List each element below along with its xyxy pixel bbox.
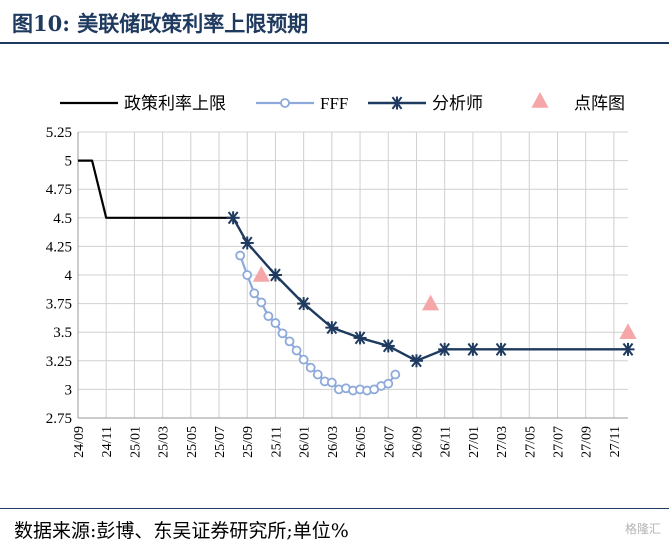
data-point: [353, 331, 367, 345]
data-point: [422, 294, 440, 311]
data-point: [390, 96, 404, 110]
series-layer: [78, 159, 637, 396]
data-point: [249, 288, 260, 299]
legend-label: 政策利率上限: [124, 94, 226, 113]
title-divider: [0, 42, 669, 44]
y-tick-label: 4.75: [46, 182, 72, 198]
data-point: [409, 354, 423, 368]
data-point: [326, 377, 337, 388]
legend-item-dot: 点阵图: [531, 92, 625, 113]
x-tick-label: 24/11: [100, 426, 115, 457]
data-point: [531, 92, 549, 108]
legend-label: 分析师: [432, 94, 483, 113]
data-point: [305, 362, 316, 373]
data-point: [621, 342, 635, 356]
x-tick-label: 27/05: [523, 426, 538, 458]
data-point: [280, 98, 290, 108]
x-tick-label: 26/09: [410, 426, 425, 458]
data-point: [270, 318, 281, 328]
x-tick-label: 25/09: [241, 426, 256, 458]
data-point: [235, 250, 246, 261]
data-point: [383, 378, 394, 389]
y-tick-label: 2.75: [46, 411, 72, 427]
page-title: 图10: 美联储政策利率上限预期: [12, 11, 309, 36]
data-point: [291, 345, 302, 356]
data-point: [277, 328, 288, 339]
y-tick-label: 5.25: [46, 125, 72, 141]
y-tick-label: 3.5: [53, 325, 72, 341]
data-point: [312, 369, 323, 380]
data-point: [325, 321, 339, 335]
data-point: [381, 339, 395, 353]
data-point: [438, 342, 452, 356]
y-tick-label: 4.5: [53, 211, 72, 227]
legend-item-analyst: 分析师: [368, 94, 483, 113]
data-point: [298, 354, 309, 365]
source-note: 数据来源:彭博、东吴证券研究所;单位%: [14, 520, 349, 542]
data-point: [284, 336, 295, 347]
footer-divider: [0, 508, 669, 509]
data-point: [256, 297, 267, 308]
legend-label: 点阵图: [574, 94, 625, 113]
series-analyst: [226, 211, 635, 368]
x-tick-label: 25/01: [128, 426, 143, 458]
y-tick-label: 4.25: [46, 239, 72, 255]
x-tick-label: 25/11: [269, 426, 284, 457]
y-tick-label: 3.25: [46, 354, 72, 370]
legend-item-policy: 政策利率上限: [60, 94, 226, 113]
data-point: [466, 342, 480, 356]
x-tick-label: 25/07: [213, 426, 228, 458]
data-point: [263, 311, 274, 322]
data-point: [390, 369, 401, 380]
x-tick-label: 27/07: [551, 426, 566, 458]
series-fff: [235, 250, 401, 396]
grid: [77, 131, 628, 419]
series-dot: [252, 266, 637, 339]
y-tick-label: 4: [65, 268, 73, 284]
chart: 政策利率上限 FFF 分析师 点阵图 5.25 5 4.75 4.5 4.25 4 3.75 3.5…: [46, 92, 637, 458]
x-tick-label: 26/07: [382, 426, 397, 458]
data-point: [494, 342, 508, 356]
x-tick-label: 27/03: [495, 426, 510, 458]
data-point: [240, 236, 254, 250]
y-tick-label: 5: [65, 154, 73, 170]
data-point: [252, 266, 270, 282]
data-point: [226, 211, 240, 225]
x-tick-label: 26/01: [298, 426, 313, 458]
x-tick-label: 27/01: [467, 426, 482, 458]
data-point: [297, 297, 311, 311]
series-line: [78, 159, 234, 219]
legend: 政策利率上限 FFF 分析师 点阵图: [60, 92, 625, 113]
x-tick-label: 26/03: [326, 426, 341, 458]
series-policy: [78, 159, 234, 219]
x-tick-label: 27/11: [608, 426, 623, 457]
x-tick-label: 27/09: [580, 426, 595, 458]
watermark: 格隆汇: [624, 522, 661, 536]
x-tick-label: 26/11: [439, 426, 454, 457]
legend-item-fff: FFF: [256, 94, 348, 113]
data-point: [268, 268, 282, 282]
x-tick-label: 25/05: [185, 426, 200, 458]
data-point: [242, 270, 253, 280]
x-tick-label: 25/03: [157, 426, 172, 458]
data-point: [619, 323, 637, 339]
legend-label: FFF: [320, 94, 348, 113]
x-tick-label: 24/09: [72, 426, 87, 458]
y-tick-label: 3.75: [46, 297, 72, 313]
x-tick-label: 26/05: [354, 426, 369, 458]
y-tick-label: 3: [65, 382, 73, 398]
